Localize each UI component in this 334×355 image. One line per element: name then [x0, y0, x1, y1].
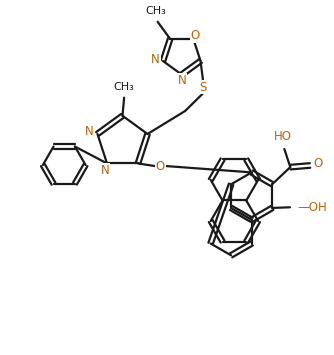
- Text: N: N: [151, 53, 160, 66]
- Text: CH₃: CH₃: [146, 6, 166, 16]
- Text: CH₃: CH₃: [114, 82, 135, 92]
- Text: O: O: [156, 159, 165, 173]
- Text: —OH: —OH: [298, 201, 327, 214]
- Text: O: O: [190, 29, 200, 42]
- Text: S: S: [199, 81, 207, 94]
- Text: O: O: [314, 157, 323, 170]
- Text: N: N: [101, 164, 110, 176]
- Text: N: N: [178, 74, 187, 87]
- Text: HO: HO: [274, 130, 292, 143]
- Text: N: N: [85, 125, 94, 138]
